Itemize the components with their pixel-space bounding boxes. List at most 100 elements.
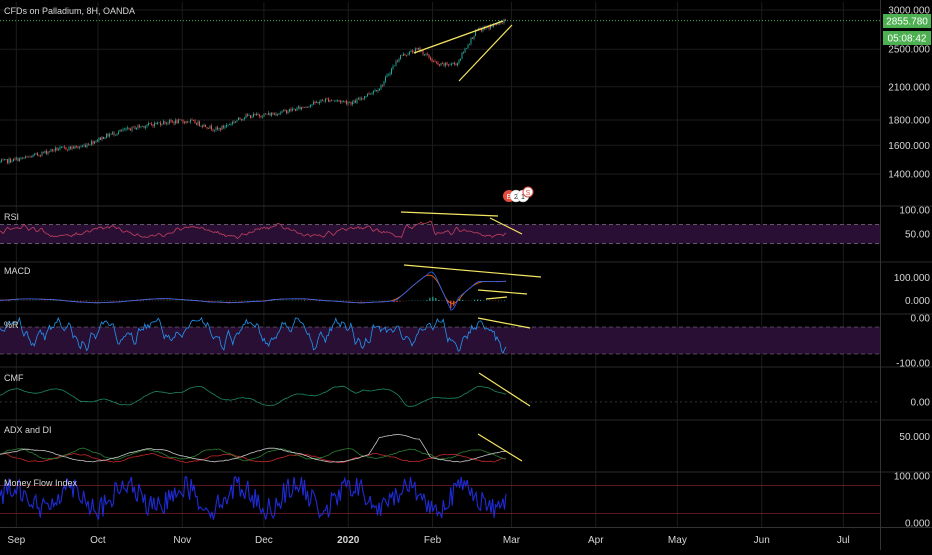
candle-body	[172, 122, 173, 123]
candle-body	[213, 129, 214, 130]
candle-body	[228, 125, 229, 126]
candle-body	[316, 102, 317, 103]
candle-body	[378, 90, 379, 91]
candle-body	[396, 61, 397, 65]
candle-body	[151, 124, 152, 125]
candle-body	[397, 61, 398, 62]
candle-body	[315, 102, 316, 103]
candle-body	[259, 115, 260, 116]
candle-body	[121, 130, 122, 131]
candle-body	[273, 113, 274, 114]
candle-body	[139, 126, 140, 127]
pane-title-cmf: CMF	[4, 373, 24, 383]
pane-title-mfi: Money Flow Index	[4, 478, 78, 488]
candle-body	[250, 115, 251, 118]
candle-body	[64, 147, 65, 148]
candle-body	[373, 91, 374, 93]
candle-body	[418, 48, 419, 49]
time-tick-label: Nov	[173, 535, 191, 546]
candle-body	[195, 120, 196, 123]
candle-body	[435, 61, 436, 62]
candle-body	[186, 121, 187, 123]
candle-body	[133, 126, 134, 127]
candle-body	[4, 159, 5, 160]
candle-body	[303, 107, 304, 108]
candle-body	[313, 102, 314, 105]
candle-body	[381, 85, 382, 88]
candle-body	[70, 147, 71, 149]
candle-body	[298, 107, 299, 108]
candle-body	[366, 96, 367, 97]
candle-body	[409, 52, 410, 55]
macd-bar	[95, 301, 96, 302]
candle-body	[474, 36, 475, 39]
candle-body	[333, 101, 334, 102]
candle-body	[265, 114, 266, 115]
candle-body	[9, 159, 10, 163]
candle-body	[360, 98, 361, 99]
candle-body	[459, 60, 460, 63]
price-tick-label: 2100.000	[888, 82, 930, 93]
macd-bar	[498, 301, 499, 302]
macd-bar	[450, 301, 451, 308]
candle-body	[27, 157, 28, 158]
candle-body	[324, 101, 325, 102]
time-tick-label: Sep	[7, 535, 25, 546]
candle-body	[45, 151, 46, 153]
candle-body	[357, 99, 358, 102]
candle-body	[468, 45, 469, 49]
candle-body	[294, 109, 295, 110]
candle-body	[54, 150, 55, 151]
candle-body	[306, 107, 307, 108]
candle-body	[220, 128, 221, 129]
candle-body	[336, 100, 337, 101]
macd-bar	[217, 301, 218, 302]
candle-body	[115, 135, 116, 136]
candle-body	[244, 118, 245, 119]
time-tick-label: Apr	[588, 535, 604, 546]
candle-body	[241, 119, 242, 120]
candle-body	[159, 123, 160, 124]
candle-body	[319, 102, 320, 104]
candle-body	[118, 132, 119, 134]
candle-body	[0, 162, 1, 163]
candle-body	[42, 152, 43, 156]
candle-body	[165, 121, 166, 123]
candle-body	[16, 158, 17, 159]
candle-body	[436, 62, 437, 63]
candle-body	[196, 123, 197, 124]
candle-body	[406, 55, 407, 56]
candle-body	[127, 128, 128, 129]
macd-bar	[462, 300, 463, 301]
candle-body	[229, 124, 230, 125]
candle-body	[217, 127, 218, 129]
candle-body	[100, 138, 101, 140]
candle-body	[60, 147, 61, 149]
candle-body	[141, 126, 142, 127]
candle-body	[192, 120, 193, 121]
candle-body	[144, 126, 145, 128]
indicator-tick-label: 0.000	[905, 519, 930, 530]
indicator-tick-label: 0.00	[911, 397, 931, 408]
candle-body	[199, 122, 200, 126]
candle-body	[288, 111, 289, 113]
candle-body	[262, 117, 263, 118]
candle-body	[343, 101, 344, 102]
candle-body	[73, 147, 74, 148]
candle-body	[399, 59, 400, 61]
indicator-tick-label: -100.00	[896, 359, 930, 370]
candle-body	[51, 149, 52, 151]
macd-bar	[417, 301, 418, 302]
candle-body	[232, 122, 233, 124]
candle-body	[408, 54, 409, 55]
candle-body	[156, 123, 157, 124]
candle-body	[171, 120, 172, 122]
indicator-tick-label: 50.00	[905, 230, 930, 241]
candle-body	[325, 99, 326, 102]
candle-body	[183, 121, 184, 123]
candle-body	[114, 133, 115, 136]
candle-body	[31, 157, 32, 158]
last-price-value: 2855.780	[886, 17, 928, 28]
candle-body	[388, 75, 389, 76]
